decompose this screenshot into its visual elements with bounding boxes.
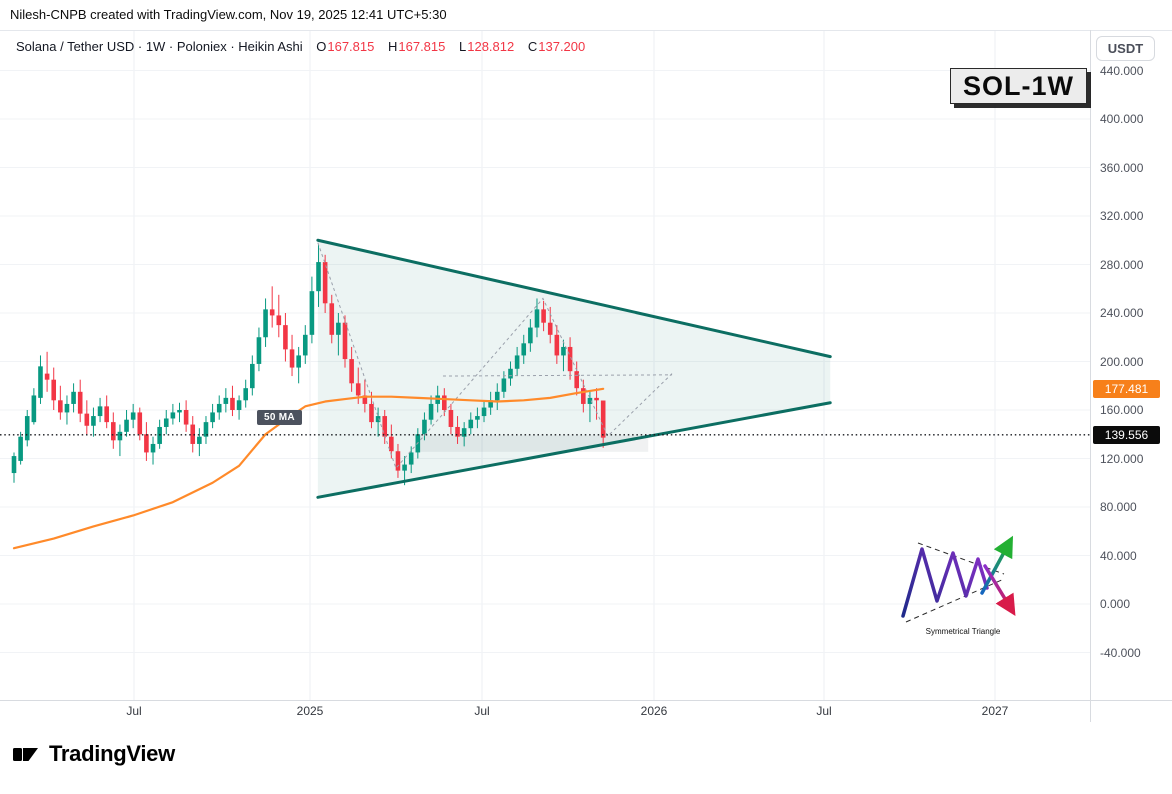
price-axis-label: 320.000: [1100, 209, 1144, 223]
symbol-header: Solana / Tether USD · 1W · Poloniex · He…: [16, 39, 585, 54]
chart-gridlines: [0, 30, 1090, 700]
tradingview-logo-text: TradingView: [49, 741, 175, 766]
pattern-label: Symmetrical Triangle: [926, 627, 1001, 636]
price-axis-label: 240.000: [1100, 306, 1144, 320]
price-axis[interactable]: 177.481 139.556 440.000 400.000 360.000 320…: [1090, 30, 1172, 700]
price-axis-label: 80.000: [1100, 500, 1137, 514]
symmetrical-triangle-illustration: Symmetrical Triangle: [901, 535, 1016, 636]
ohlc-high-label: H: [387, 39, 398, 54]
time-axis-label: 2027: [981, 704, 1009, 718]
inset-zigzag: [901, 547, 989, 618]
inset-dashed-lower: [905, 578, 1005, 623]
price-axis-label: 120.000: [1100, 451, 1144, 466]
attribution-text: Nilesh-CNPB created with TradingView.com…: [10, 7, 447, 22]
drawing-overlays: [0, 238, 1090, 550]
price-axis-label: -40.000: [1100, 645, 1141, 660]
tradingview-footer[interactable]: TradingView: [12, 740, 175, 768]
price-axis-label: 200.000: [1100, 354, 1144, 369]
currency-toggle-button[interactable]: USDT: [1096, 36, 1155, 61]
symbol-watermark: SOL-1W: [950, 68, 1087, 104]
time-axis-label: Jul: [816, 704, 832, 718]
price-axis-label: 40.000: [1100, 548, 1137, 563]
price-axis-label: 0.000: [1100, 597, 1131, 611]
time-axis-label: 2026: [640, 704, 668, 718]
ma-label: 50 MA: [257, 410, 302, 425]
axis-separators: [0, 30, 1172, 722]
tradingview-logo-icon: [13, 748, 38, 761]
time-axis-label: 2025: [296, 704, 324, 718]
last-price-badge: 139.556: [1093, 425, 1160, 444]
ohlc-close-label: C: [527, 39, 538, 54]
time-axis-label: Jul: [126, 704, 142, 718]
price-axis-label: 280.000: [1100, 257, 1144, 272]
inset-dashed-upper: [917, 542, 1005, 575]
ohlc-open-value: 167.815: [327, 39, 375, 54]
symbol-title[interactable]: Solana / Tether USD · 1W · Poloniex · He…: [16, 39, 303, 54]
breakout-down-arrow: [983, 564, 1016, 616]
time-axis-label: Jul: [474, 704, 490, 718]
ohlc-low-label: L: [459, 39, 467, 54]
ohlc-high-value: 167.815: [398, 39, 446, 54]
ohlc-close-value: 137.200: [538, 39, 586, 54]
price-axis-label: 360.000: [1100, 160, 1144, 175]
candlesticks: [11, 245, 606, 486]
price-axis-label: 160.000: [1100, 403, 1144, 417]
ohlc-low-value: 128.812: [467, 39, 515, 54]
breakout-up-arrow: [980, 535, 1014, 595]
price-axis-label: 400.000: [1100, 112, 1144, 126]
time-axis[interactable]: Jul 2025 Jul 2026 Jul 2027: [0, 700, 1172, 724]
ma-price-badge: 177.481: [1093, 379, 1160, 398]
price-axis-label: 440.000: [1100, 63, 1144, 78]
ohlc-open-label: O: [316, 39, 327, 54]
